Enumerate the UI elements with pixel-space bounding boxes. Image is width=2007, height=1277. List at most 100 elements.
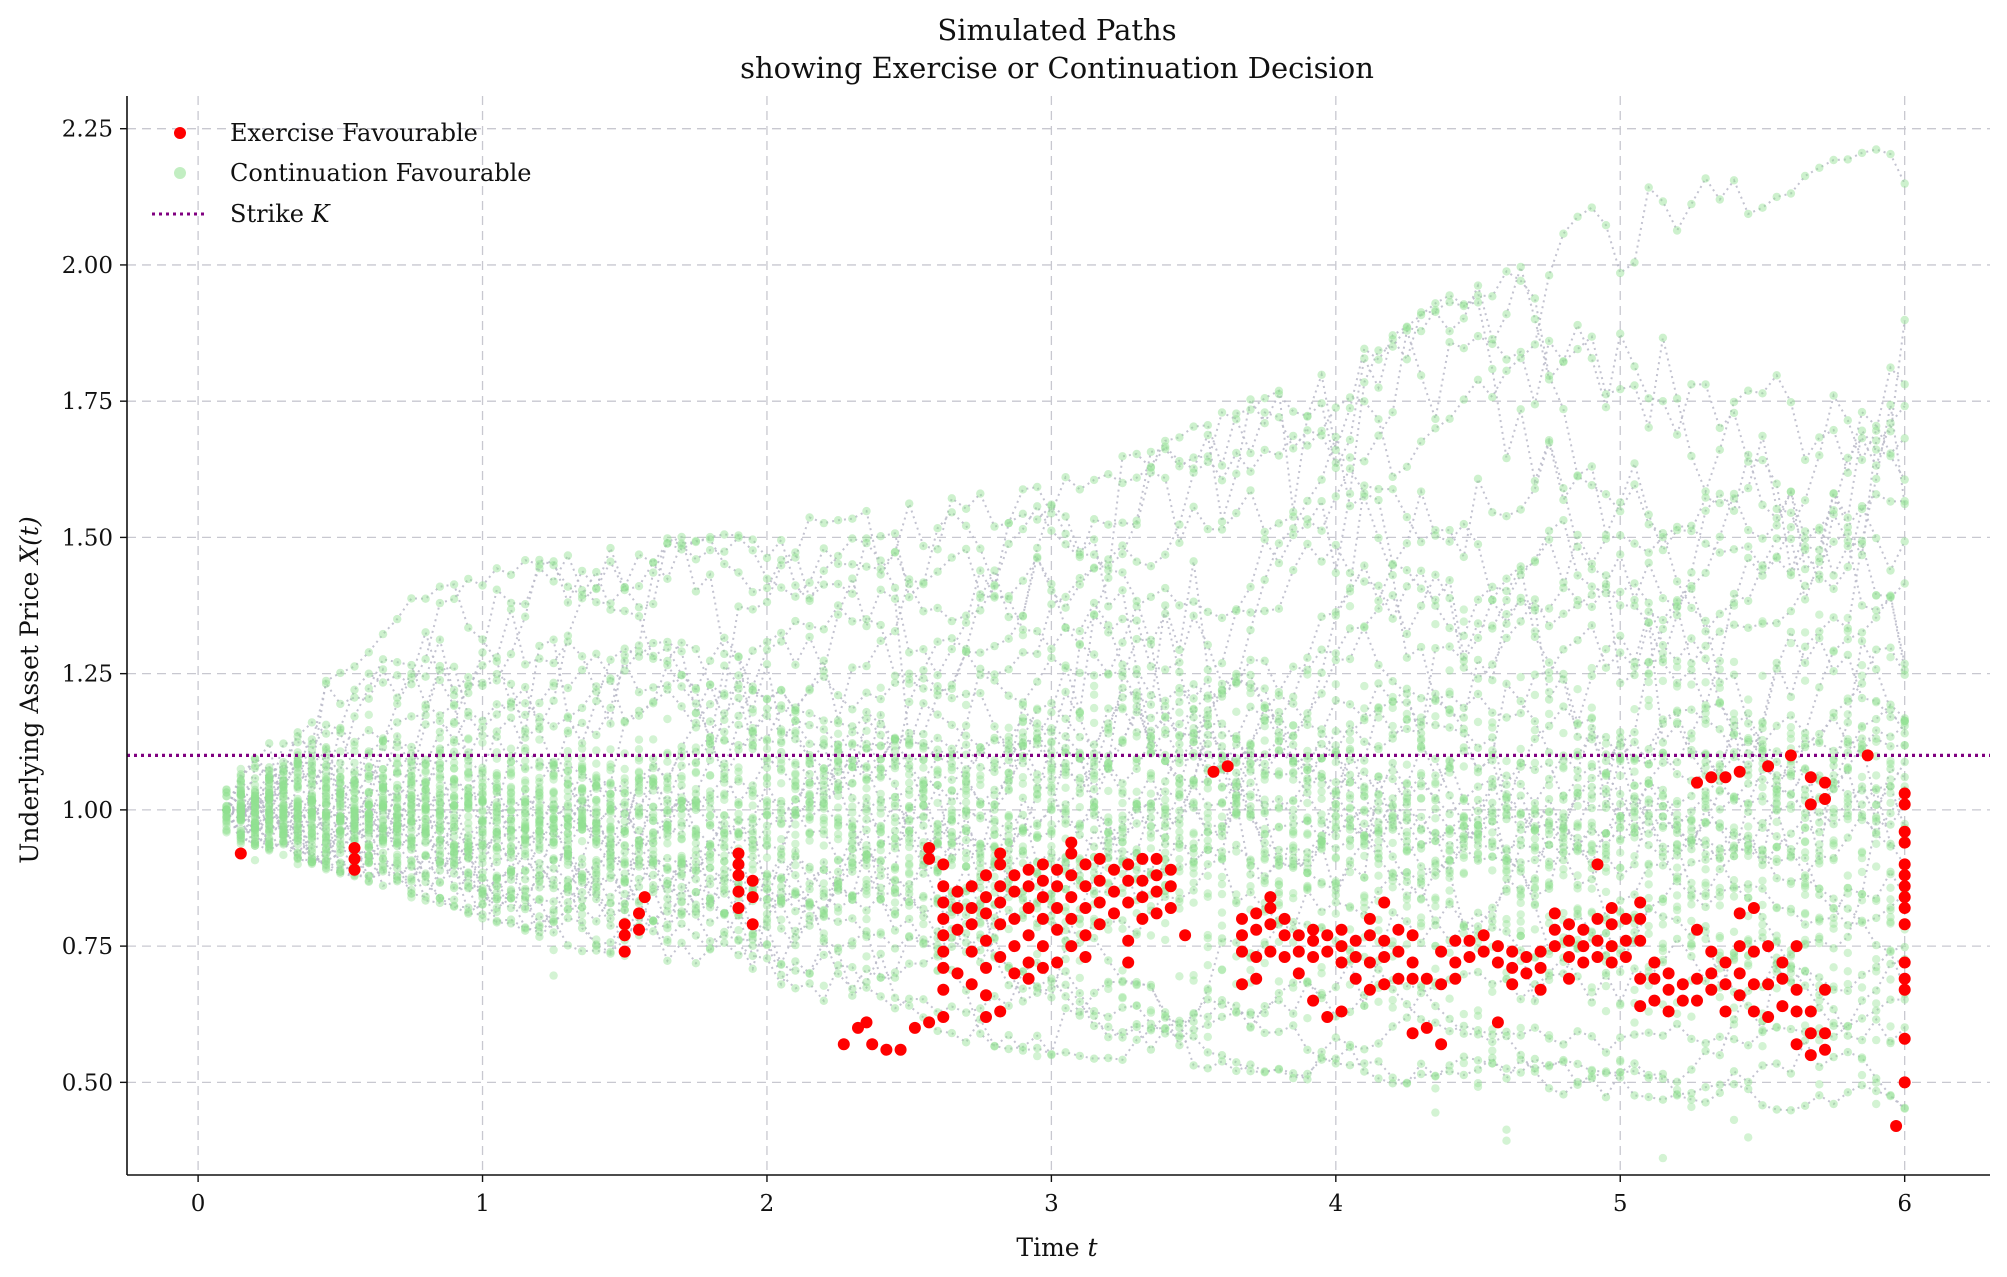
continuation-point bbox=[1829, 489, 1838, 498]
continuation-point bbox=[1345, 654, 1355, 664]
continuation-point bbox=[506, 865, 516, 874]
continuation-point bbox=[464, 783, 473, 793]
continuation-point bbox=[933, 691, 942, 700]
continuation-point bbox=[350, 776, 359, 786]
continuation-point bbox=[606, 800, 615, 810]
continuation-point bbox=[250, 837, 260, 846]
continuation-point bbox=[1089, 598, 1099, 608]
continuation-point bbox=[705, 736, 715, 746]
continuation-point bbox=[777, 894, 786, 903]
continuation-point bbox=[364, 684, 373, 693]
continuation-point bbox=[1217, 476, 1227, 485]
continuation-point bbox=[549, 561, 558, 570]
continuation-point bbox=[321, 817, 331, 827]
continuation-point bbox=[663, 656, 672, 666]
continuation-point bbox=[407, 794, 416, 804]
continuation-point bbox=[307, 745, 317, 755]
continuation-point bbox=[705, 771, 715, 780]
continuation-point bbox=[1701, 493, 1710, 502]
continuation-point bbox=[336, 790, 345, 799]
continuation-point bbox=[506, 649, 516, 659]
continuation-point bbox=[1729, 1035, 1739, 1044]
continuation-point bbox=[577, 895, 587, 905]
continuation-point bbox=[464, 574, 473, 584]
continuation-point bbox=[1075, 773, 1085, 783]
continuation-point bbox=[336, 790, 345, 799]
continuation-point bbox=[1217, 1051, 1227, 1060]
continuation-point bbox=[1445, 623, 1454, 633]
continuation-point bbox=[933, 524, 942, 533]
continuation-point bbox=[1488, 733, 1497, 742]
continuation-point bbox=[1758, 860, 1767, 870]
continuation-point bbox=[236, 807, 245, 816]
continuation-point bbox=[1587, 1032, 1597, 1041]
continuation-point bbox=[663, 885, 672, 894]
continuation-point bbox=[1189, 1032, 1198, 1041]
continuation-point bbox=[1388, 677, 1397, 686]
continuation-point bbox=[435, 793, 445, 803]
continuation-point bbox=[1658, 812, 1668, 821]
continuation-point bbox=[691, 857, 701, 867]
continuation-point bbox=[1644, 745, 1653, 754]
continuation-point bbox=[1758, 564, 1767, 573]
continuation-point bbox=[1374, 346, 1383, 355]
continuation-point bbox=[1431, 871, 1440, 880]
continuation-point bbox=[1260, 1028, 1269, 1038]
continuation-point bbox=[449, 717, 459, 727]
continuation-point bbox=[407, 669, 416, 678]
path-line bbox=[225, 778, 1906, 927]
continuation-point bbox=[1445, 414, 1454, 423]
continuation-point bbox=[691, 904, 701, 913]
continuation-point bbox=[1687, 1065, 1696, 1074]
continuation-point bbox=[691, 718, 701, 728]
continuation-point bbox=[762, 871, 772, 880]
continuation-point bbox=[307, 836, 317, 845]
continuation-point bbox=[1402, 566, 1412, 575]
continuation-point bbox=[592, 935, 601, 944]
continuation-point bbox=[1530, 557, 1540, 567]
continuation-point bbox=[1587, 582, 1597, 591]
continuation-point bbox=[265, 766, 274, 775]
continuation-point bbox=[1203, 457, 1213, 467]
continuation-point bbox=[720, 715, 729, 724]
continuation-point bbox=[1104, 628, 1113, 637]
continuation-point bbox=[1473, 782, 1483, 791]
continuation-point bbox=[1104, 1053, 1113, 1063]
continuation-point bbox=[905, 914, 914, 924]
continuation-point bbox=[521, 902, 530, 912]
continuation-point bbox=[620, 809, 629, 818]
continuation-point bbox=[1232, 606, 1241, 616]
continuation-point bbox=[393, 832, 402, 841]
continuation-point bbox=[634, 856, 644, 865]
continuation-point bbox=[805, 879, 814, 888]
continuation-point bbox=[393, 841, 402, 851]
continuation-point bbox=[1047, 977, 1056, 986]
continuation-point bbox=[705, 874, 715, 883]
continuation-point bbox=[1559, 495, 1568, 505]
continuation-point bbox=[1388, 571, 1397, 580]
continuation-point bbox=[819, 996, 828, 1005]
continuation-point bbox=[506, 890, 516, 899]
continuation-point bbox=[435, 826, 445, 835]
continuation-point bbox=[990, 670, 999, 679]
continuation-point bbox=[805, 769, 814, 779]
continuation-point bbox=[1132, 596, 1141, 606]
continuation-point bbox=[634, 806, 644, 815]
continuation-point bbox=[307, 789, 317, 799]
continuation-point bbox=[407, 680, 416, 689]
continuation-point bbox=[1544, 436, 1554, 445]
continuation-point bbox=[634, 582, 644, 591]
continuation-point bbox=[805, 720, 814, 730]
continuation-point bbox=[1857, 693, 1867, 703]
continuation-point bbox=[407, 873, 416, 882]
continuation-point bbox=[1132, 1019, 1141, 1029]
continuation-point bbox=[1161, 550, 1170, 559]
continuation-point bbox=[1331, 727, 1341, 736]
continuation-point bbox=[449, 701, 459, 710]
continuation-point bbox=[1274, 558, 1284, 568]
continuation-point bbox=[691, 851, 701, 860]
continuation-point bbox=[691, 796, 701, 805]
continuation-point bbox=[1146, 447, 1156, 457]
continuation-point bbox=[919, 904, 928, 914]
continuation-point bbox=[1701, 922, 1710, 931]
